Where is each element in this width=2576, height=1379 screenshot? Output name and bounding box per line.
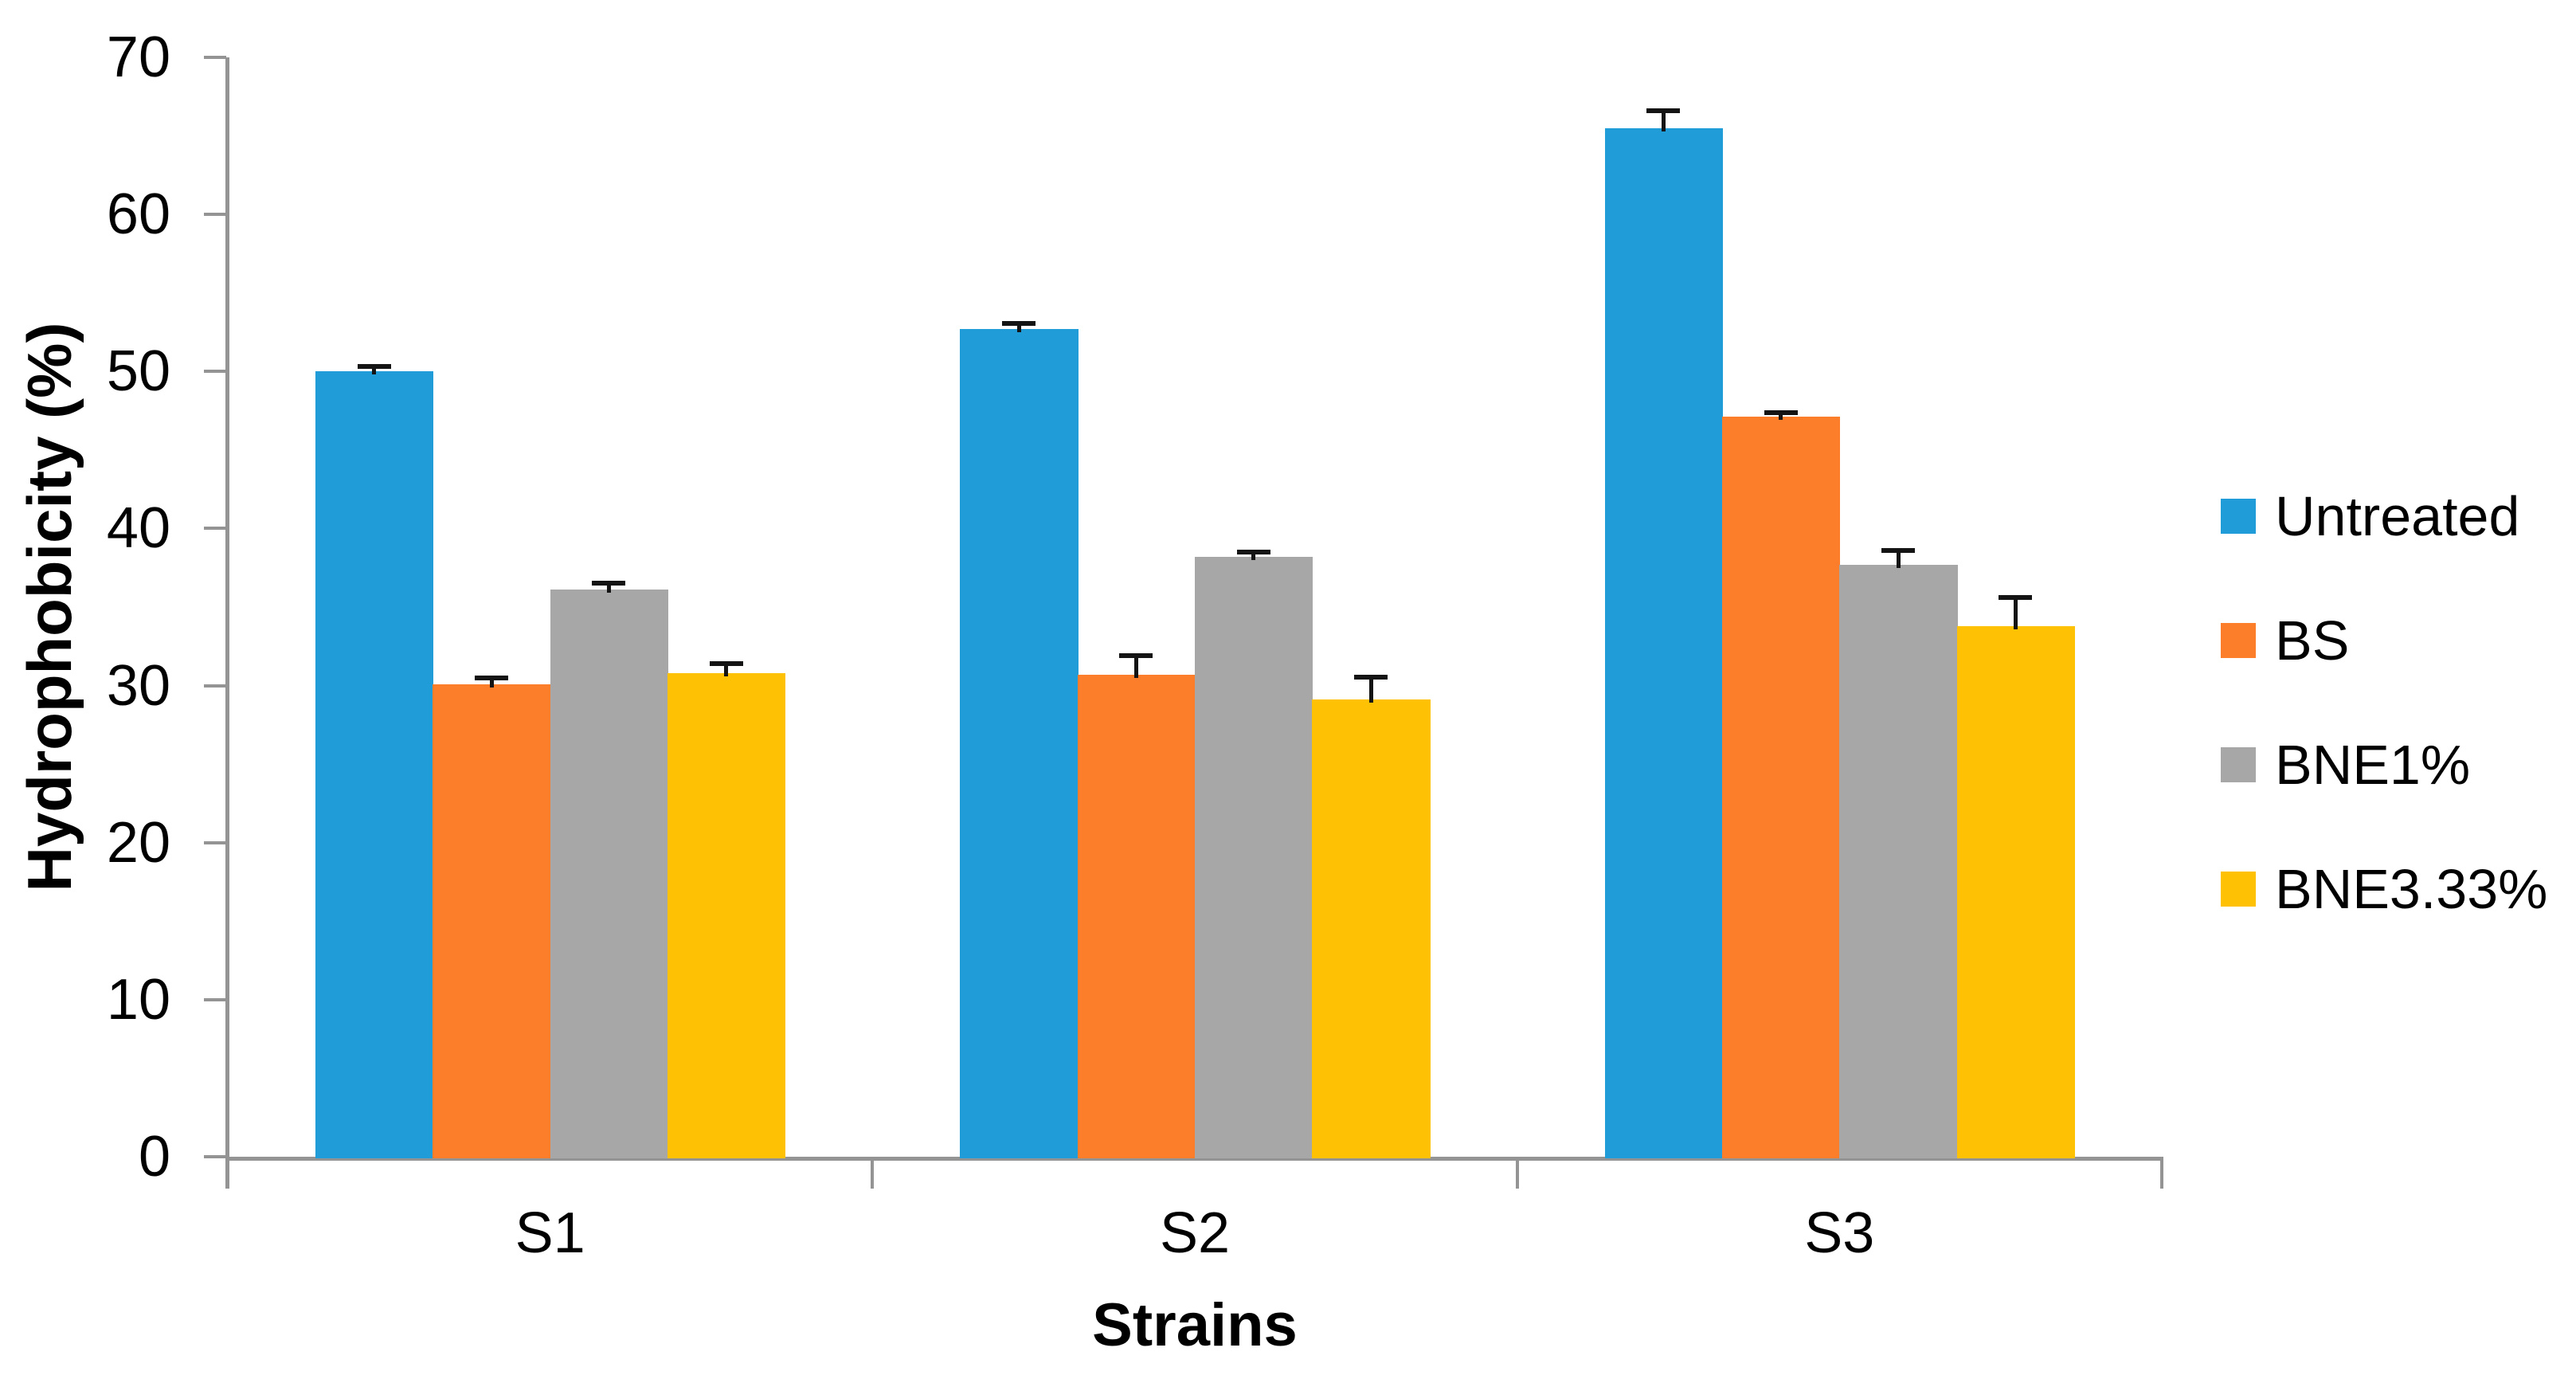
- bar-BNE1%-S3: [1839, 564, 1958, 1158]
- bar-BNE1%-S2: [1195, 556, 1313, 1158]
- y-axis-tick: [204, 370, 226, 374]
- y-axis-tick: [204, 527, 226, 531]
- error-bar-stem: [1896, 550, 1901, 568]
- y-tick-label: 0: [138, 1125, 170, 1189]
- legend-swatch-icon: [2221, 747, 2256, 782]
- error-bar-cap: [1999, 595, 2033, 601]
- error-bar-stem: [2013, 597, 2018, 629]
- category-label: S1: [515, 1201, 585, 1265]
- y-tick-label: 40: [106, 496, 170, 561]
- error-bar-cap: [592, 581, 626, 586]
- bar-BS-S2: [1077, 674, 1196, 1158]
- error-bar-cap: [1354, 674, 1388, 680]
- error-bar-cap: [357, 364, 391, 370]
- y-axis-line: [225, 57, 229, 1189]
- bar-Untreated-S2: [960, 329, 1079, 1158]
- error-bar-cap: [1881, 548, 1915, 554]
- error-bar-stem: [606, 583, 611, 594]
- error-bar-stem: [1016, 323, 1021, 333]
- x-axis-tick: [226, 1157, 229, 1189]
- bar-BNE3.33%-S2: [1312, 699, 1431, 1158]
- bar-Untreated-S1: [315, 371, 434, 1158]
- legend-swatch-icon: [2221, 872, 2256, 907]
- error-bar-cap: [1236, 550, 1270, 554]
- error-bar-stem: [1368, 676, 1373, 703]
- y-tick-label: 70: [106, 25, 170, 89]
- y-axis-tick: [204, 1155, 226, 1158]
- y-axis-tick: [204, 840, 226, 844]
- y-tick-label: 30: [106, 653, 170, 718]
- error-bar-cap: [1646, 108, 1681, 114]
- bar-BS-S1: [433, 684, 551, 1158]
- x-axis-tick: [871, 1157, 875, 1189]
- error-bar-cap: [1764, 409, 1798, 415]
- x-axis-tick: [1515, 1157, 1519, 1189]
- legend-label: Untreated: [2275, 485, 2520, 547]
- error-bar-cap: [475, 675, 508, 680]
- y-axis-tick: [204, 213, 226, 217]
- error-bar-stem: [489, 677, 494, 688]
- legend-swatch-icon: [2221, 623, 2256, 658]
- legend-label: BNE1%: [2275, 734, 2471, 796]
- y-axis-tick: [204, 56, 226, 59]
- bar-BNE3.33%-S3: [1956, 625, 2075, 1158]
- error-bar-cap: [1002, 321, 1035, 327]
- y-tick-label: 60: [106, 182, 170, 247]
- bar-BS-S3: [1722, 417, 1841, 1158]
- y-axis-tick: [204, 997, 226, 1001]
- x-axis-line: [225, 1157, 2162, 1161]
- error-bar-stem: [1779, 412, 1783, 421]
- y-tick-label: 50: [106, 339, 170, 404]
- y-tick-label: 10: [106, 967, 170, 1032]
- error-bar-stem: [372, 366, 377, 375]
- legend-swatch-icon: [2221, 499, 2256, 534]
- error-bar-stem: [1661, 111, 1666, 131]
- error-bar-stem: [1251, 552, 1256, 560]
- bar-Untreated-S3: [1604, 127, 1723, 1158]
- category-label: S3: [1804, 1201, 1875, 1265]
- error-bar-stem: [724, 663, 729, 676]
- legend-label: BS: [2275, 609, 2350, 672]
- x-axis-title: Strains: [1092, 1291, 1298, 1359]
- error-bar-cap: [1119, 653, 1153, 659]
- bar-BNE1%-S1: [550, 590, 668, 1158]
- legend-label: BNE3.33%: [2275, 858, 2548, 920]
- error-bar-stem: [1133, 656, 1138, 678]
- y-tick-label: 20: [106, 810, 170, 875]
- category-label: S2: [1159, 1201, 1231, 1265]
- error-bar-cap: [709, 660, 743, 666]
- y-axis-tick: [204, 684, 226, 688]
- bar-BNE3.33%-S1: [667, 672, 786, 1158]
- x-axis-tick: [2160, 1157, 2163, 1189]
